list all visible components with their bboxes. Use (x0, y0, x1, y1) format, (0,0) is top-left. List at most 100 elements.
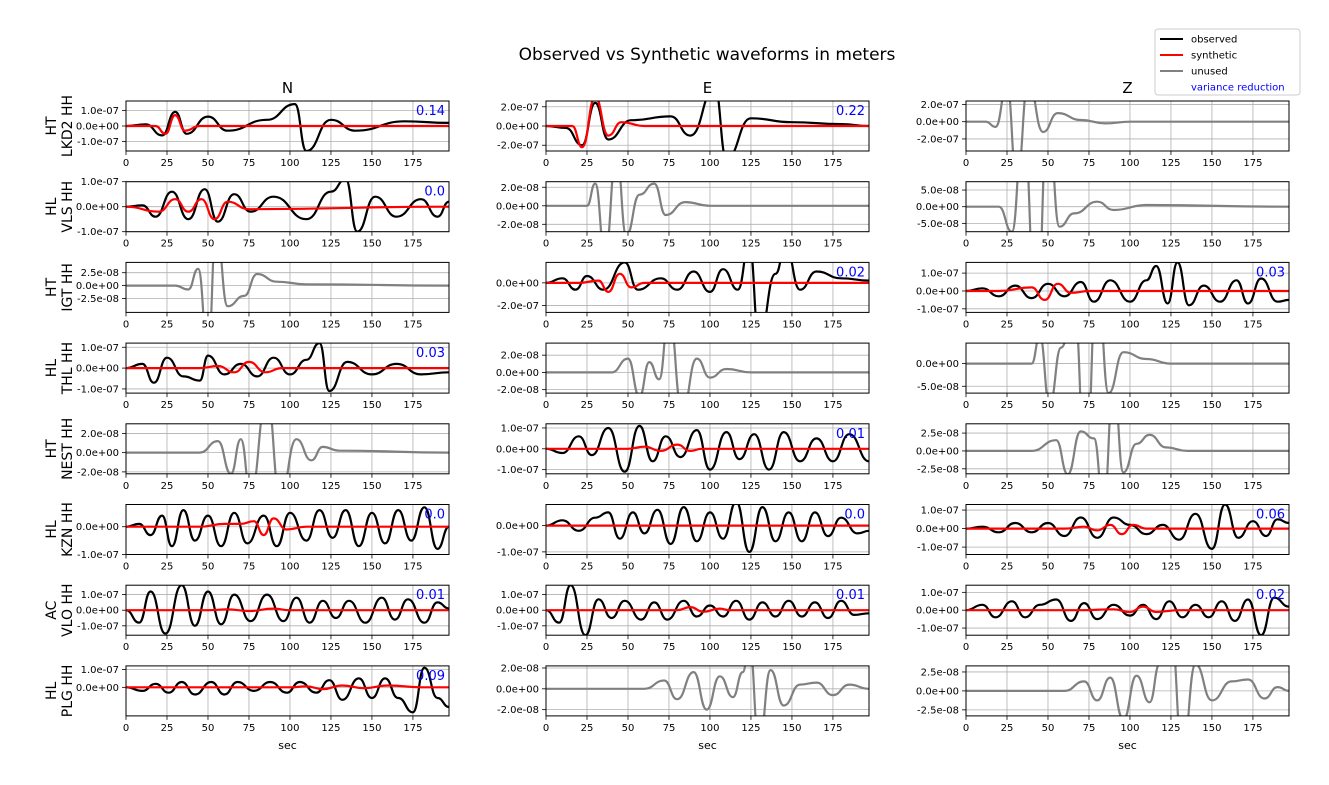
x-tick-label: 25 (1001, 562, 1014, 573)
unused-trace (546, 181, 869, 232)
x-tick-label: 25 (581, 158, 594, 169)
panel-e: 0 25 50 75 100 125 150 175 0.0e+00 -2.0e-07 0.02 (496, 261, 870, 330)
x-tick-label: 175 (403, 158, 422, 169)
column-header-z: Z (1122, 79, 1132, 97)
x-tick-label: 50 (622, 400, 635, 411)
x-tick-label: 175 (1243, 562, 1262, 573)
x-tick-label: 75 (663, 319, 676, 330)
panel-n: 0 25 50 75 100 125 150 175 2.5e-08 0.0e+00 -2.5e-0… (76, 261, 450, 330)
y-tick-label: 0.0e+00 (916, 286, 959, 297)
unused-trace (126, 423, 449, 474)
x-tick-label: 50 (622, 642, 635, 653)
synthetic-trace (126, 517, 449, 537)
x-tick-label: 150 (782, 481, 801, 492)
x-tick-label: 125 (1161, 723, 1180, 734)
x-tick-label: 175 (403, 400, 422, 411)
y-tick-label: 0.0e+00 (76, 448, 119, 459)
observed-trace (126, 343, 449, 393)
x-tick-label: 0 (543, 562, 549, 573)
x-tick-label: 0 (123, 562, 129, 573)
x-tick-label: 50 (202, 642, 215, 653)
x-tick-label: 125 (321, 400, 340, 411)
x-tick-label: 0 (543, 642, 549, 653)
y-tick-label: -2.0e-08 (77, 467, 119, 478)
y-tick-label: 2.0e-08 (501, 351, 539, 362)
x-tick-label: 150 (362, 158, 381, 169)
y-tick-label: -1.0e-07 (917, 304, 959, 315)
y-tick-label: 1.0e-07 (921, 588, 959, 599)
x-tick-label: 150 (1202, 319, 1221, 330)
x-tick-label: 150 (782, 642, 801, 653)
panel-z: 0 25 50 75 100 125 150 175 2.5e-08 0.0e+00 -2.5e-0… (916, 423, 1290, 492)
station-label: HTIGT HH (44, 263, 76, 312)
y-tick-label: -2.0e-08 (497, 705, 539, 716)
x-tick-label: 175 (1243, 158, 1262, 169)
x-tick-label: 175 (403, 239, 422, 250)
x-tick-label: 0 (123, 642, 129, 653)
panel-n: 0 25 50 75 100 125 150 175 2.0e-08 0.0e+00 -2.0e-0… (76, 423, 450, 492)
x-tick-label: 0 (963, 319, 969, 330)
unused-trace (966, 343, 1289, 394)
observed-trace (966, 504, 1289, 551)
x-tick-label: 75 (243, 642, 256, 653)
x-tick-label: 0 (963, 723, 969, 734)
x-tick-label: 100 (1120, 642, 1139, 653)
x-tick-label: 100 (280, 239, 299, 250)
y-tick-label: 1.0e-07 (81, 590, 119, 601)
x-tick-label: 25 (581, 723, 594, 734)
x-tick-label: 150 (362, 562, 381, 573)
panel-z: 0 25 50 75 100 125 150 175 5.0e-08 0.0e+00 -5.0e-0… (916, 181, 1290, 250)
synthetic-trace (126, 360, 449, 374)
y-tick-label: 0.0e+00 (496, 368, 539, 379)
panel-n: 0 25 50 75 100 125 150 175 1.0e-07 0.0e+00 -1.0e-0… (76, 100, 450, 169)
y-tick-label: 1.0e-07 (81, 343, 119, 354)
synthetic-trace (966, 523, 1289, 536)
synthetic-trace (966, 282, 1289, 302)
y-tick-label: -1.0e-07 (77, 227, 119, 238)
x-tick-label: 175 (1243, 239, 1262, 250)
y-tick-label: 2.0e-07 (501, 102, 539, 113)
panel-n: 0 25 50 75 100 125 150 175 1.0e-07 0.0e+00 0.09 sec (76, 665, 450, 752)
x-tick-label: 175 (403, 723, 422, 734)
x-tick-label: 100 (280, 319, 299, 330)
station-row: ACVLO HH 0 25 50 75 100 125 150 175 1.0e-07 0.0e+0… (44, 583, 1290, 653)
x-tick-label: 150 (1202, 400, 1221, 411)
axes-frame (545, 181, 870, 233)
x-tick-label: 175 (1243, 642, 1262, 653)
observed-trace (966, 596, 1289, 636)
x-tick-label: 50 (202, 319, 215, 330)
x-tick-label: 150 (782, 158, 801, 169)
x-tick-label: 0 (123, 723, 129, 734)
x-tick-label: 125 (741, 158, 760, 169)
y-tick-label: -2.5e-08 (917, 705, 959, 716)
legend-frame (1154, 28, 1301, 96)
x-tick-label: 175 (823, 400, 842, 411)
y-tick-label: 0.0e+00 (916, 446, 959, 457)
x-tick-label: 25 (1001, 158, 1014, 169)
x-tick-label: 125 (741, 642, 760, 653)
variance-reduction-label: 0.06 (1256, 508, 1285, 523)
column-header-n: N (282, 79, 293, 97)
x-tick-label: 75 (1083, 158, 1096, 169)
variance-reduction-label: 0.22 (836, 104, 865, 119)
y-tick-label: 1.0e-07 (81, 177, 119, 188)
x-tick-label: 150 (362, 319, 381, 330)
x-tick-label: 125 (741, 400, 760, 411)
observed-trace (126, 506, 449, 551)
synthetic-trace (966, 605, 1289, 614)
y-tick-label: 0.0e+00 (916, 524, 959, 535)
y-tick-label: 0.0e+00 (916, 359, 959, 370)
station-row: HTNEST HH 0 25 50 75 100 125 150 175 2.0e-08 0.0e+… (44, 418, 1290, 492)
station-label: HTNEST HH (44, 418, 76, 480)
y-tick-label: 0.0e+00 (496, 521, 539, 532)
axes-frame (125, 504, 450, 555)
observed-trace (546, 504, 869, 554)
variance-reduction-label: 0.01 (416, 588, 445, 603)
panel-n: 0 25 50 75 100 125 150 175 1.0e-07 0.0e+00 -1.0e-0… (76, 584, 450, 653)
x-tick-label: 25 (1001, 642, 1014, 653)
x-tick-label: 150 (782, 562, 801, 573)
unused-trace (546, 343, 869, 394)
station-label: HLVLS HH (44, 181, 76, 233)
